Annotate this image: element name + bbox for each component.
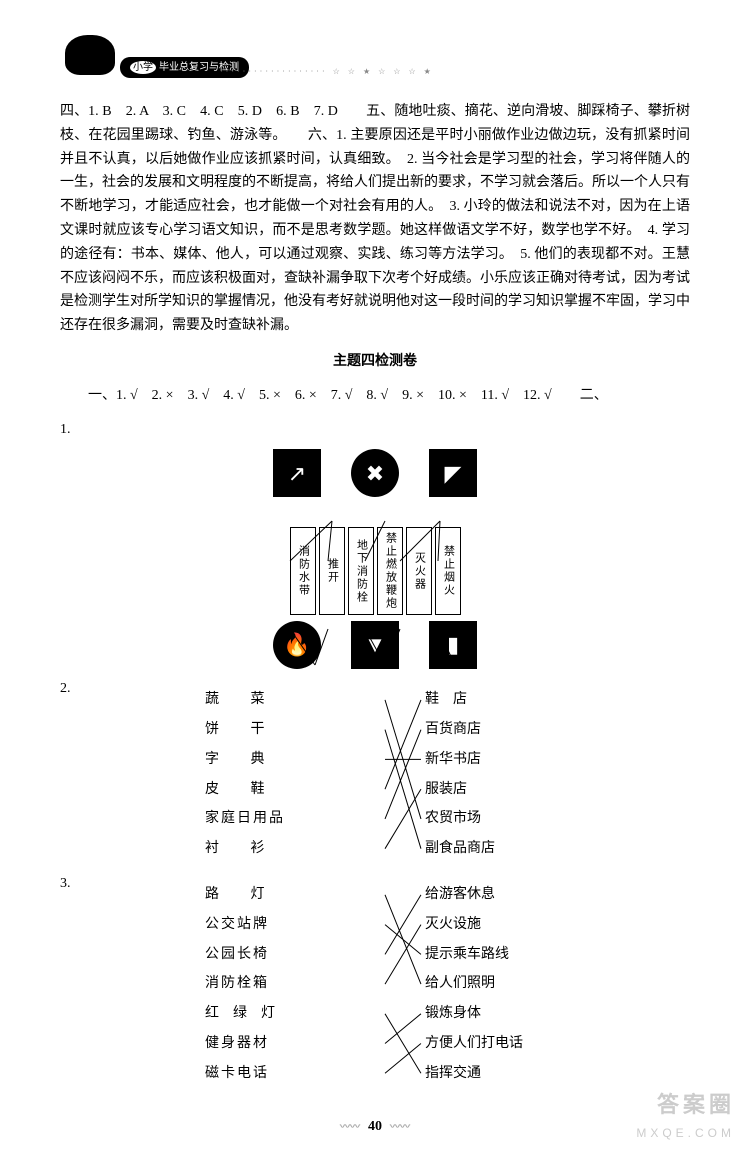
match-left: 公园长椅	[145, 943, 425, 967]
match-left: 磁卡电话	[145, 1062, 425, 1086]
matching-exercise-2: 蔬 菜鞋 店饼 干百货商店字 典新华书店皮 鞋服装店家庭日用品农贸市场衬 衫副食…	[145, 685, 645, 864]
match-right: 给人们照明	[425, 972, 645, 996]
match-left: 字 典	[145, 748, 425, 772]
match-left: 皮 鞋	[145, 778, 425, 802]
q1-tf-line: 一、1. √ 2. × 3. √ 4. √ 5. × 6. × 7. √ 8. …	[60, 384, 690, 408]
watermark: 答案圈 MXQE.COM	[636, 1086, 735, 1144]
header-prefix: 小学	[130, 61, 156, 74]
q2-number: 2.	[60, 677, 100, 872]
match-right: 服装店	[425, 778, 645, 802]
q3-number: 3.	[60, 872, 100, 1097]
match-row: 饼 干百货商店	[145, 715, 645, 745]
watermark-line1: 答案圈	[636, 1086, 735, 1123]
watermark-line2: MXQE.COM	[636, 1123, 735, 1143]
match-right: 锻炼身体	[425, 1002, 645, 1026]
matching-exercise-3: 路 灯给游客休息公交站牌灭火设施公园长椅提示乘车路线消防栓箱给人们照明红绿灯锻炼…	[145, 880, 645, 1089]
match-right: 新华书店	[425, 748, 645, 772]
match-left: 消防栓箱	[145, 972, 425, 996]
match-left: 红绿灯	[145, 1002, 425, 1026]
match-left: 公交站牌	[145, 913, 425, 937]
match-left: 家庭日用品	[145, 807, 425, 831]
match-right: 鞋 店	[425, 688, 645, 712]
match-row: 健身器材方便人们打电话	[145, 1029, 645, 1059]
match-row: 字 典新华书店	[145, 745, 645, 775]
paragraph-answers: 四、1. B 2. A 3. C 4. C 5. D 6. B 7. D 五、随…	[60, 100, 690, 338]
match-right: 副食品商店	[425, 837, 645, 861]
page-header: 小学毕业总复习与检测 ··················· ☆ ☆ ★ ☆ ☆…	[60, 35, 690, 85]
match-right: 方便人们打电话	[425, 1032, 645, 1056]
safety-diagram: ↗ ✖ ◤ 消防水带 推开 地下消防栓 禁止燃放鞭炮 灭火器 禁止烟火 🔥 ▼ …	[60, 449, 690, 669]
match-row: 蔬 菜鞋 店	[145, 685, 645, 715]
header-cartoon-icon	[65, 35, 115, 75]
match-left: 饼 干	[145, 718, 425, 742]
match-row: 衬 衫副食品商店	[145, 834, 645, 864]
match-right: 农贸市场	[425, 807, 645, 831]
match-row: 家庭日用品农贸市场	[145, 804, 645, 834]
match-right: 百货商店	[425, 718, 645, 742]
match-right: 给游客休息	[425, 883, 645, 907]
diagram-connector-lines	[160, 463, 590, 723]
match-row: 公交站牌灭火设施	[145, 910, 645, 940]
page-number: 40	[60, 1115, 690, 1139]
match-row: 红绿灯锻炼身体	[145, 999, 645, 1029]
page-number-value: 40	[332, 1115, 418, 1139]
match-row: 路 灯给游客休息	[145, 880, 645, 910]
match-right: 指挥交通	[425, 1062, 645, 1086]
match-row: 磁卡电话指挥交通	[145, 1059, 645, 1089]
match-right: 灭火设施	[425, 913, 645, 937]
header-dots: ··················· ☆ ☆ ★ ☆ ☆ ☆ ★	[220, 65, 434, 79]
match-left: 衬 衫	[145, 837, 425, 861]
match-left: 健身器材	[145, 1032, 425, 1056]
match-row: 消防栓箱给人们照明	[145, 969, 645, 999]
q1-number: 1.	[60, 418, 690, 442]
section-title-topic4: 主题四检测卷	[60, 350, 690, 374]
match-right: 提示乘车路线	[425, 943, 645, 967]
match-row: 公园长椅提示乘车路线	[145, 940, 645, 970]
match-left: 蔬 菜	[145, 688, 425, 712]
match-row: 皮 鞋服装店	[145, 775, 645, 805]
match-left: 路 灯	[145, 883, 425, 907]
